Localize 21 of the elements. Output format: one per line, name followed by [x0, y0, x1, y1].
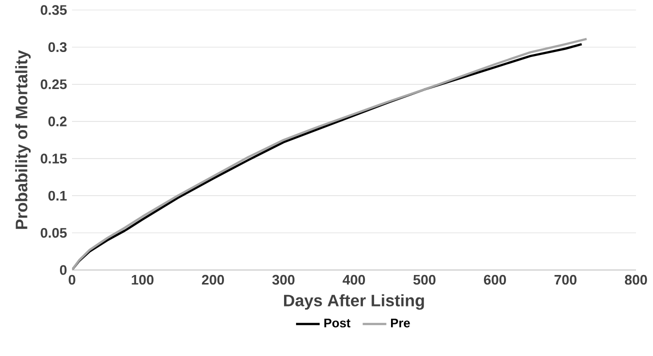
- y-tick-label: 0.05: [40, 228, 67, 238]
- x-tick-label: 300: [272, 274, 294, 285]
- x-tick-label: 400: [342, 274, 365, 285]
- y-tick-label: 0: [60, 265, 67, 275]
- x-axis-title: Days After Listing: [284, 294, 424, 310]
- y-tick-label: 0.3: [48, 42, 67, 52]
- y-tick-label: 0.25: [40, 79, 67, 90]
- legend-label: Post: [324, 318, 350, 328]
- x-tick-label: 800: [624, 274, 647, 285]
- y-tick-label: 0.1: [48, 190, 67, 201]
- y-axis-title: Probability of Mortality: [15, 50, 31, 229]
- y-tick-label: 0.15: [40, 154, 67, 164]
- x-tick-label: 500: [413, 274, 436, 285]
- x-tick-label: 200: [202, 274, 224, 285]
- y-tick-label: 0.35: [40, 5, 67, 15]
- y-tick-label: 0.2: [48, 116, 67, 126]
- legend-label: Pre: [391, 318, 410, 328]
- x-tick-label: 0: [68, 274, 76, 285]
- x-tick-label: 100: [132, 274, 154, 285]
- x-tick-label: 600: [484, 274, 506, 285]
- x-tick-label: 700: [554, 274, 576, 285]
